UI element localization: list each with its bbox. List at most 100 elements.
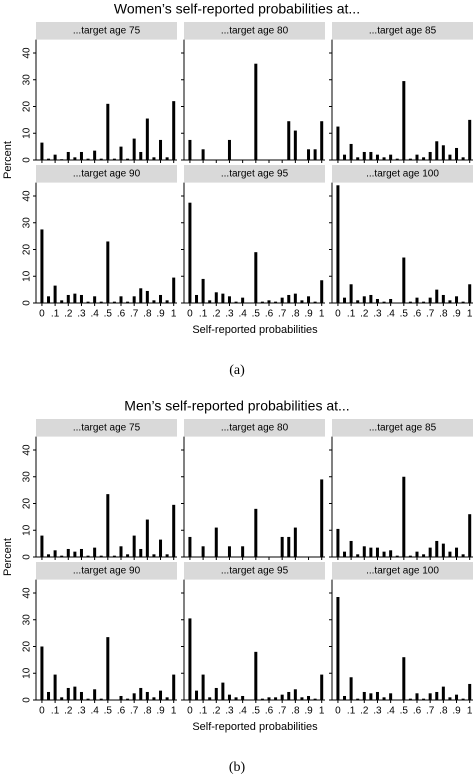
x-axis-title: Self-reported probabilities	[192, 721, 318, 733]
y-tick-label: 0	[22, 697, 33, 703]
bar	[112, 158, 116, 160]
bar	[356, 554, 360, 557]
x-tick-label: .5	[400, 309, 409, 320]
x-tick-label: 0	[187, 706, 193, 717]
bar	[402, 81, 406, 160]
bar	[241, 297, 245, 303]
bar	[267, 300, 271, 303]
bar	[73, 551, 77, 557]
bar	[320, 280, 324, 303]
x-tick-label: 1	[171, 706, 177, 717]
panel-title: ...target age 80	[221, 25, 289, 36]
bar	[172, 101, 176, 160]
bar	[300, 300, 304, 303]
x-tick-label: .8	[291, 706, 300, 717]
bar	[362, 546, 366, 557]
x-tick-label: .4	[90, 309, 99, 320]
bar	[415, 551, 419, 557]
bar	[241, 546, 245, 557]
x-tick-label: .7	[426, 706, 435, 717]
bar	[313, 149, 317, 160]
y-axis-title: Percent	[2, 141, 14, 179]
x-tick-label: .1	[347, 309, 356, 320]
x-tick-label: .5	[252, 309, 261, 320]
bar	[79, 151, 83, 160]
y-tick-label: 20	[22, 641, 33, 653]
x-tick-label: .8	[439, 309, 448, 320]
bar	[408, 301, 412, 303]
bar	[313, 301, 317, 303]
bar	[145, 519, 149, 557]
bar	[375, 154, 379, 160]
bar	[145, 118, 149, 160]
x-tick-label: .3	[225, 706, 234, 717]
bar	[307, 695, 311, 700]
x-axis-title: Self-reported probabilities	[192, 324, 318, 336]
bar	[241, 695, 245, 700]
x-tick-label: .7	[278, 706, 287, 717]
bar	[188, 139, 192, 160]
x-tick-label: .4	[238, 706, 247, 717]
x-tick-label: 0	[335, 309, 341, 320]
bar	[468, 284, 472, 303]
bar	[382, 697, 386, 700]
bar	[221, 682, 225, 700]
bar	[280, 536, 284, 557]
x-tick-label: .6	[265, 706, 274, 717]
bar	[201, 546, 205, 557]
panel-title: ...target age 100	[366, 565, 439, 576]
y-tick-label: 20	[22, 244, 33, 256]
bar	[461, 157, 465, 160]
bar	[106, 494, 110, 557]
bar	[402, 476, 406, 557]
y-tick-label: 0	[22, 554, 33, 560]
chart-title: Men’s self-reported probabilities at...	[124, 398, 349, 414]
bar	[455, 147, 459, 160]
x-tick-label: .3	[373, 309, 382, 320]
bar	[254, 651, 258, 700]
bar	[152, 157, 156, 160]
x-tick-label: .2	[212, 706, 221, 717]
bar	[343, 695, 347, 700]
bar	[389, 298, 393, 303]
x-tick-label: .3	[225, 309, 234, 320]
x-tick-label: .1	[51, 309, 60, 320]
panel-header	[184, 22, 325, 40]
x-tick-label: 1	[467, 706, 473, 717]
bar	[208, 300, 212, 303]
y-tick-label: 40	[22, 587, 33, 599]
bar	[260, 698, 264, 700]
panel-header	[36, 165, 177, 183]
panel-title: ...target age 85	[369, 422, 437, 433]
x-tick-label: .7	[426, 309, 435, 320]
bar	[152, 697, 156, 700]
bar	[274, 697, 278, 700]
bar	[73, 293, 77, 303]
y-tick-label: 10	[22, 270, 33, 282]
bar	[382, 551, 386, 557]
bar	[172, 674, 176, 700]
panel-header	[332, 419, 473, 437]
x-tick-label: .5	[400, 706, 409, 717]
x-tick-label: 0	[187, 309, 193, 320]
bar	[119, 146, 123, 160]
bar	[47, 691, 51, 700]
bar	[66, 548, 70, 557]
bar	[79, 691, 83, 700]
bar	[349, 677, 353, 700]
bar	[99, 301, 103, 303]
bar	[214, 687, 218, 700]
y-axis-title: Percent	[2, 538, 14, 576]
bar	[60, 555, 64, 557]
bar	[40, 535, 44, 557]
bar	[201, 278, 205, 303]
bar	[195, 294, 199, 303]
x-tick-label: 0	[39, 309, 45, 320]
bar	[234, 301, 238, 303]
y-tick-label: 30	[22, 614, 33, 626]
bar	[435, 289, 439, 303]
x-tick-label: .2	[64, 309, 73, 320]
x-tick-label: .5	[252, 706, 261, 717]
bar	[320, 121, 324, 160]
bar	[86, 158, 90, 160]
